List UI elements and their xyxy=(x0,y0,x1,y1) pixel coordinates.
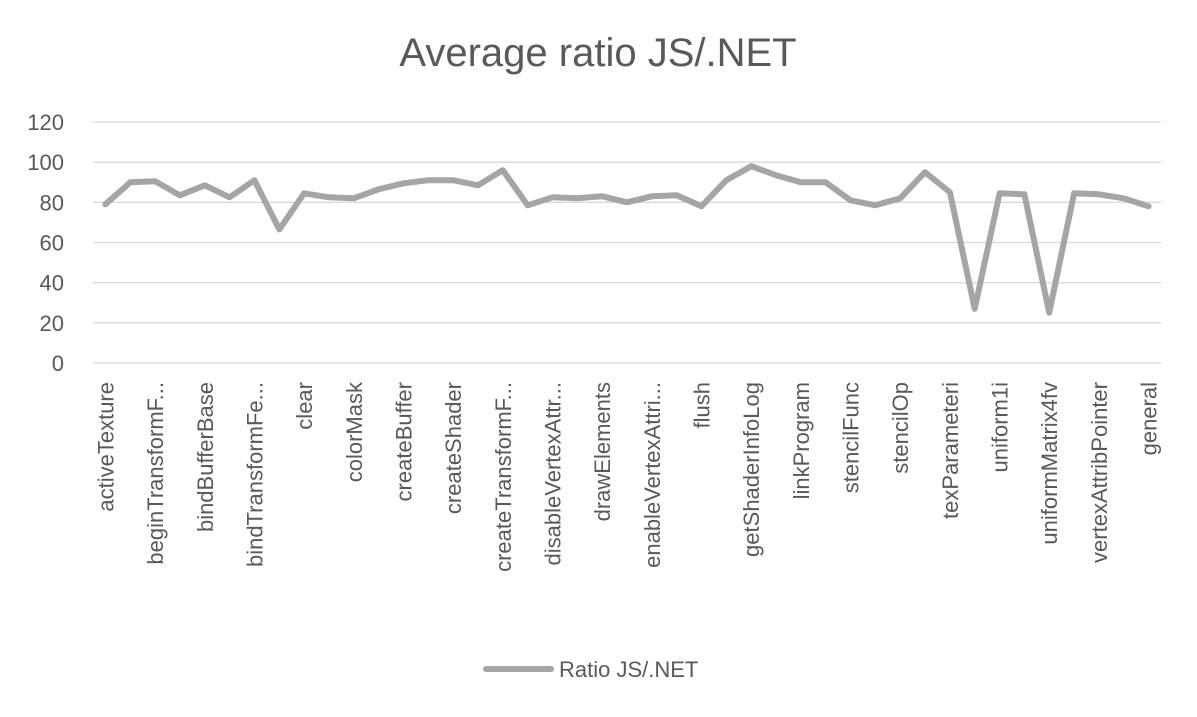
y-axis-ticks: 0 20 40 60 80 100 120 xyxy=(27,110,64,376)
x-tick-label: uniformMatrix4fv xyxy=(1037,382,1062,545)
chart-title: Average ratio JS/.NET xyxy=(399,31,796,75)
y-tick-label: 40 xyxy=(40,271,64,296)
series-line-0 xyxy=(102,163,1152,316)
x-tick-label: beginTransformF... xyxy=(143,382,168,565)
x-tick-label: bindBufferBase xyxy=(193,382,218,532)
x-tick-label: enableVertexAttri... xyxy=(640,382,665,568)
x-tick-label: flush xyxy=(690,382,715,428)
x-tick-label: texParameteri xyxy=(938,382,963,519)
x-tick-label: vertexAttribPointer xyxy=(1087,382,1112,563)
x-tick-label: disableVertexAttr... xyxy=(540,382,565,565)
x-axis-ticks: activeTexture beginTransformF... bindBuffe… xyxy=(93,381,1161,572)
y-tick-label: 0 xyxy=(52,351,64,376)
gridlines xyxy=(93,121,1161,364)
x-tick-label: activeTexture xyxy=(93,382,118,512)
x-tick-label: general xyxy=(1137,382,1162,455)
y-tick-label: 20 xyxy=(40,311,64,336)
x-tick-label: stencilFunc xyxy=(839,382,864,493)
x-tick-label: bindTransformFe... xyxy=(242,382,267,567)
x-tick-label: clear xyxy=(292,382,317,430)
x-tick-label: uniform1i xyxy=(988,382,1013,472)
x-tick-label: linkProgram xyxy=(789,382,814,499)
x-tick-label: createShader xyxy=(441,382,466,514)
series-lines xyxy=(102,163,1152,316)
x-tick-label: drawElements xyxy=(590,382,615,521)
legend-label: Ratio JS/.NET xyxy=(559,657,698,682)
y-tick-label: 60 xyxy=(40,231,64,256)
y-tick-label: 120 xyxy=(27,110,64,135)
x-tick-label: stencilOp xyxy=(888,382,913,474)
x-tick-label: getShaderInfoLog xyxy=(739,382,764,557)
y-tick-label: 80 xyxy=(40,190,64,215)
x-tick-label: createBuffer xyxy=(391,382,416,501)
y-tick-label: 100 xyxy=(27,150,64,175)
x-tick-label: createTransformF... xyxy=(491,382,516,572)
x-tick-label: colorMask xyxy=(342,381,367,482)
legend: Ratio JS/.NET xyxy=(483,657,698,682)
